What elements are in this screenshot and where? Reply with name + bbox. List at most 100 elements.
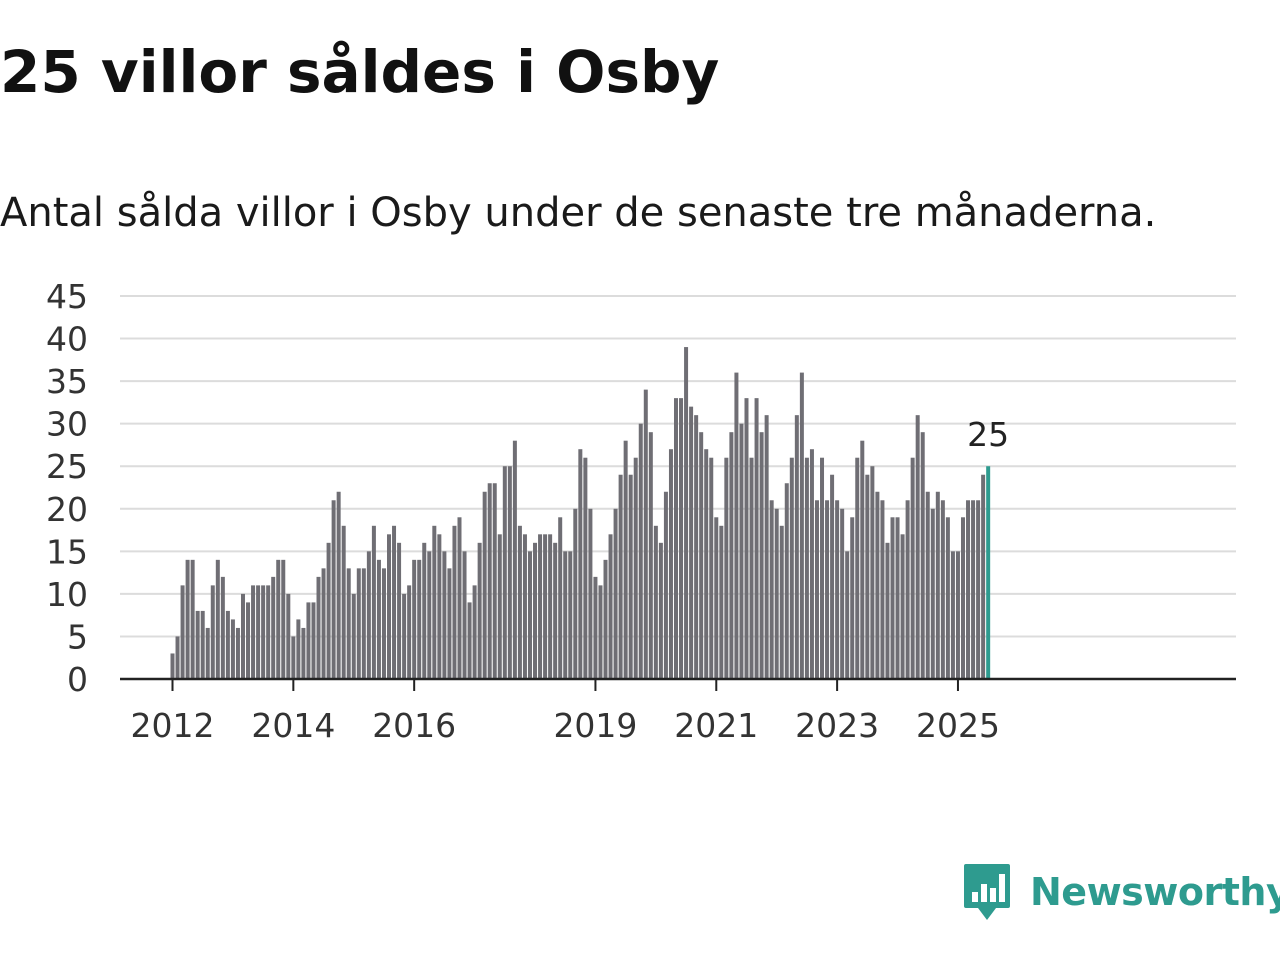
bar — [205, 627, 210, 679]
bar — [568, 551, 573, 679]
bar — [900, 534, 905, 679]
bar — [261, 585, 266, 679]
bar — [457, 517, 462, 679]
bar — [840, 508, 845, 679]
bar — [895, 517, 900, 679]
bar — [729, 432, 734, 679]
bar — [704, 449, 709, 679]
bar — [794, 415, 799, 679]
bar — [663, 491, 668, 679]
bar — [820, 457, 825, 679]
bar — [608, 534, 613, 679]
bar — [392, 525, 397, 679]
bar — [417, 559, 422, 679]
bar — [623, 440, 628, 679]
bar — [311, 602, 316, 679]
bar — [955, 551, 960, 679]
bar — [865, 474, 870, 679]
brand-name: Newsworthy — [1030, 870, 1280, 914]
bar — [925, 491, 930, 679]
bar — [210, 585, 215, 679]
bar — [920, 432, 925, 679]
bar — [462, 551, 467, 679]
bar — [759, 432, 764, 679]
bar — [573, 508, 578, 679]
y-tick-label: 45 — [46, 277, 88, 316]
bar — [875, 491, 880, 679]
bar — [492, 483, 497, 679]
bar — [789, 457, 794, 679]
bar — [638, 423, 643, 679]
bar — [220, 576, 225, 679]
bar — [583, 457, 588, 679]
y-tick-label: 20 — [46, 490, 88, 529]
bar — [613, 508, 618, 679]
bar — [331, 500, 336, 679]
bar — [981, 474, 986, 679]
bar — [346, 568, 351, 679]
bar — [548, 534, 553, 679]
bar — [185, 559, 190, 679]
bar — [467, 602, 472, 679]
bar — [830, 474, 835, 679]
data-label-latest: 25 — [967, 415, 1009, 454]
bar — [432, 525, 437, 679]
bar — [578, 449, 583, 679]
data-labels: 25 — [967, 415, 1009, 454]
bar — [684, 347, 689, 679]
bar — [764, 415, 769, 679]
bar — [814, 500, 819, 679]
bar — [910, 457, 915, 679]
bar — [296, 619, 301, 679]
bar — [674, 398, 678, 679]
bar — [603, 559, 608, 679]
bar — [437, 534, 442, 679]
bar — [538, 534, 543, 679]
bar — [371, 525, 376, 679]
bar — [950, 551, 955, 679]
bar — [809, 449, 814, 679]
bar — [361, 568, 366, 679]
bar — [709, 457, 714, 679]
bar — [905, 500, 910, 679]
bar — [316, 576, 321, 679]
x-axis-ticks: 2012 2014 2016 2019 2021 2023 2025 — [131, 679, 1000, 740]
x-tick-label: 2016 — [372, 706, 456, 740]
bar — [935, 491, 940, 679]
bar — [291, 636, 296, 679]
bar — [784, 483, 789, 679]
bar — [744, 398, 749, 679]
bar — [860, 440, 865, 679]
bar — [522, 534, 527, 679]
bar — [472, 585, 477, 679]
bar — [754, 398, 759, 679]
y-tick-label: 10 — [46, 575, 88, 614]
chart-title: 25 villor såldes i Osby — [0, 38, 720, 106]
x-tick-label: 2012 — [131, 706, 215, 740]
bar — [799, 372, 804, 679]
bar — [266, 585, 271, 679]
bar — [779, 525, 784, 679]
y-tick-label: 5 — [67, 617, 88, 656]
chart-subtitle: Antal sålda villor i Osby under de senas… — [0, 190, 1157, 236]
y-tick-label: 35 — [46, 362, 88, 401]
y-tick-label: 15 — [46, 532, 88, 571]
bar — [281, 559, 286, 679]
bar — [618, 474, 623, 679]
bar — [452, 525, 457, 679]
bar — [804, 457, 809, 679]
x-tick-label: 2019 — [553, 706, 637, 740]
bar — [966, 500, 971, 679]
bar — [321, 568, 326, 679]
bar — [487, 483, 492, 679]
bar — [412, 559, 417, 679]
bar — [366, 551, 371, 679]
bar — [225, 610, 230, 679]
bar — [215, 559, 220, 679]
bar — [402, 593, 407, 679]
bar — [246, 602, 251, 679]
bar — [381, 568, 386, 679]
bar — [543, 534, 548, 679]
